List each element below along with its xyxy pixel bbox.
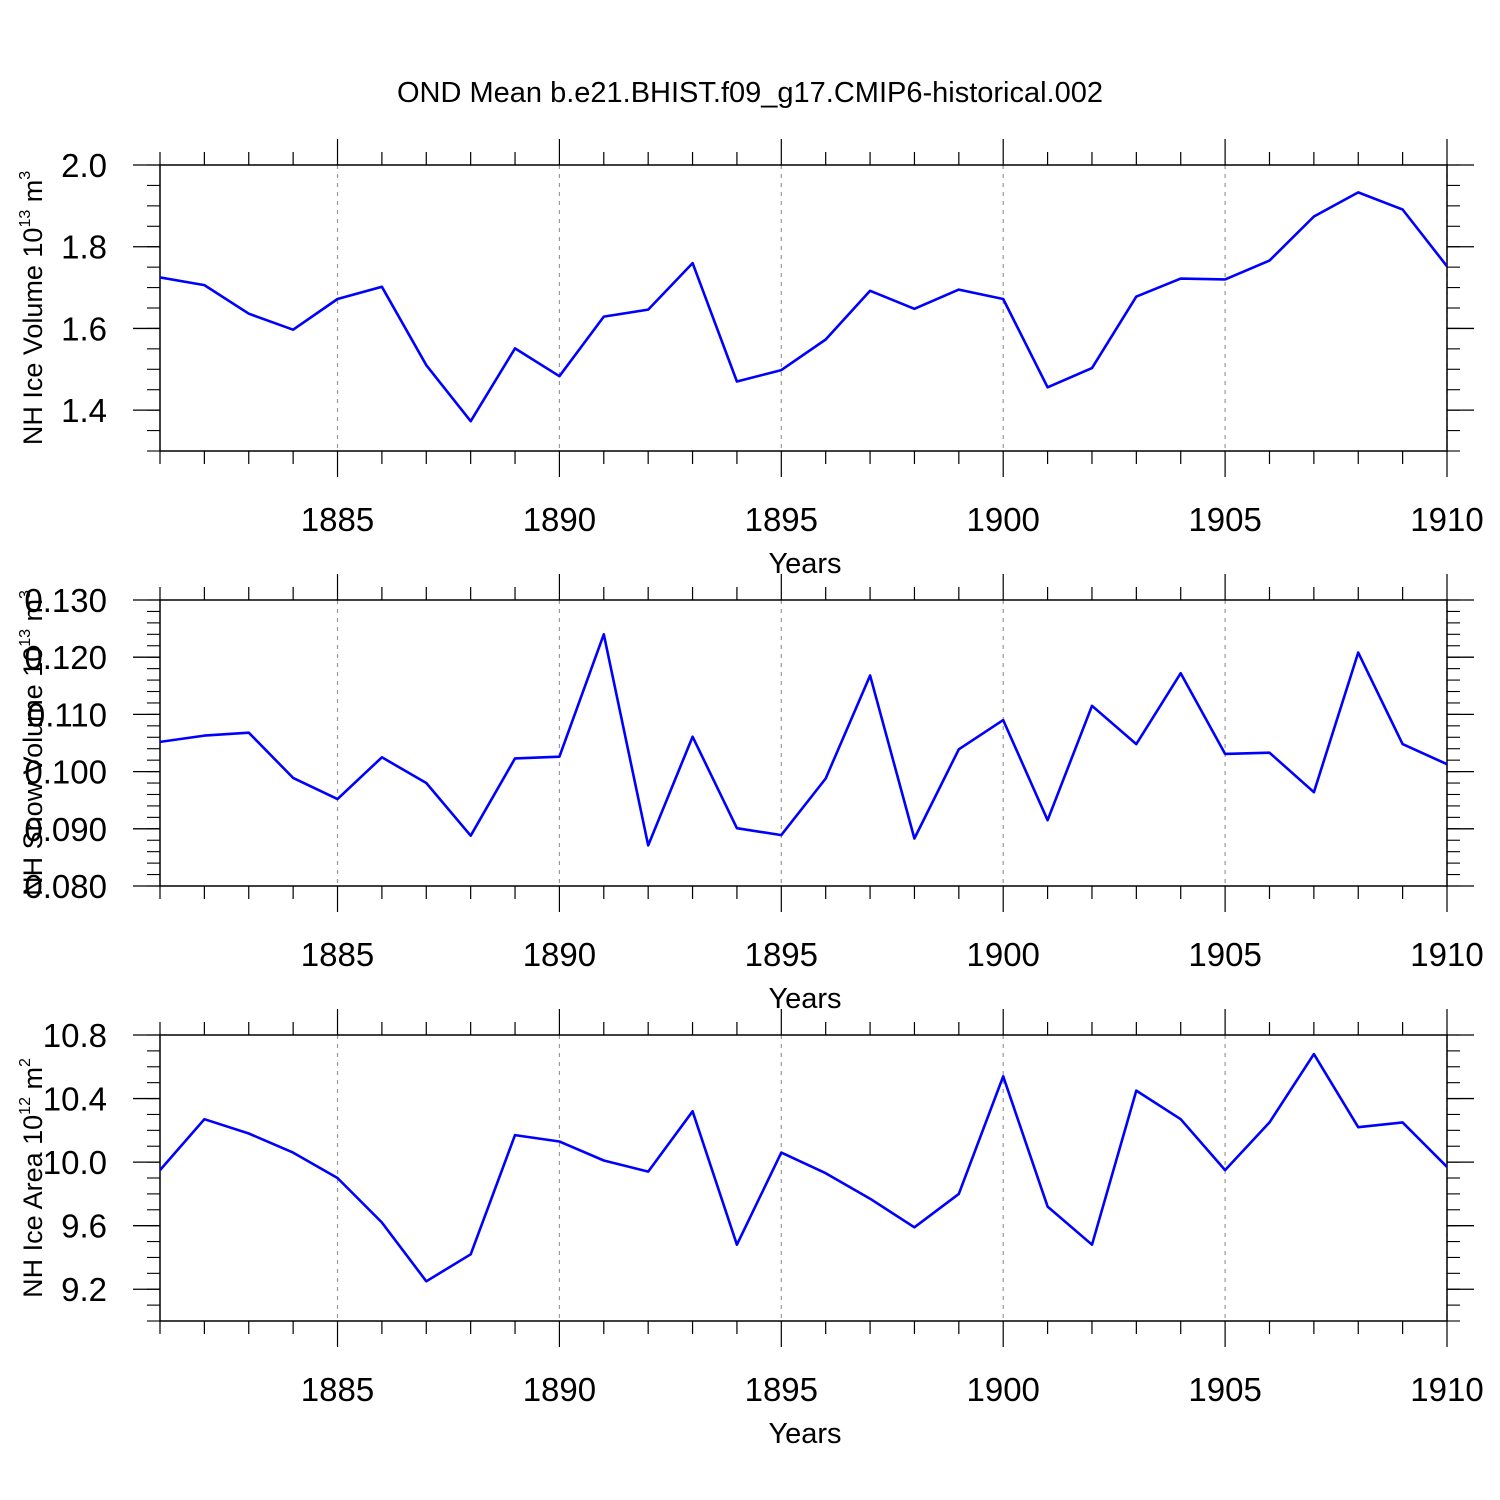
x-tick-label: 1895 <box>745 501 818 538</box>
y-axis-label-text: NH Ice Volume 10 <box>18 228 48 446</box>
panels: 1885 1890 1895 1900 1905 1910 1.4 1.6 1.8 2.0 Year… <box>17 139 1484 1450</box>
y-tick-label: 0.100 <box>24 754 107 791</box>
x-tick-label: 1905 <box>1188 501 1261 538</box>
y-tick-label: 0.090 <box>24 811 107 848</box>
x-tick-label: 1900 <box>966 501 1039 538</box>
y-tick-label: 2.0 <box>61 147 107 184</box>
x-tick-label: 1890 <box>523 1371 596 1408</box>
x-tick-label: 1910 <box>1410 1371 1483 1408</box>
x-tick-label: 1890 <box>523 936 596 973</box>
y-axis-label-superscript: 12 <box>17 1097 34 1115</box>
x-tick-label: 1890 <box>523 501 596 538</box>
series-line <box>160 191 1447 423</box>
y-axis-label: NH Ice Area 1012 m2 <box>17 1058 48 1298</box>
y-axis-label-superscript: 2 <box>17 1058 34 1067</box>
y-tick-label: 0.130 <box>24 582 107 619</box>
y-axis-label-superscript: 13 <box>17 210 34 228</box>
y-axis-label-text: m <box>18 180 48 210</box>
x-axis-label: Years <box>768 983 841 1015</box>
series-line <box>160 1052 1447 1283</box>
series-line <box>160 632 1447 847</box>
panel-1: 1885 1890 1895 1900 1905 1910 1.4 1.6 1.8 2.0 Year… <box>17 139 1484 580</box>
x-tick-label: 1905 <box>1188 936 1261 973</box>
panel-2: 1885 1890 1895 1900 1905 1910 0.080 0.090 0.100 0… <box>17 574 1484 1015</box>
panel-3: 1885 1890 1895 1900 1905 1910 9.2 9.6 10.0 10.4 10… <box>17 1009 1484 1450</box>
x-tick-label: 1895 <box>745 1371 818 1408</box>
x-tick-label: 1905 <box>1188 1371 1261 1408</box>
x-tick-label: 1885 <box>301 936 374 973</box>
y-axis-label: NH Ice Volume 1013 m3 <box>17 171 48 445</box>
x-axis-label: Years <box>768 548 841 580</box>
plot-frame <box>159 599 1448 887</box>
x-tick-label: 1910 <box>1410 501 1483 538</box>
figure-title: OND Mean b.e21.BHIST.f09_g17.CMIP6-histo… <box>397 77 1103 109</box>
y-tick-label: 1.6 <box>61 310 107 347</box>
y-tick-label: 9.2 <box>61 1271 107 1308</box>
y-tick-label: 1.8 <box>61 229 107 266</box>
y-tick-label: 0.110 <box>27 696 107 733</box>
y-tick-label: 9.6 <box>61 1208 107 1245</box>
y-tick-label: 0.120 <box>24 639 107 676</box>
y-axis-label: NH Snow Volume 1013 m3 <box>17 590 48 896</box>
x-tick-label: 1895 <box>745 936 818 973</box>
y-axis-label-superscript: 3 <box>17 590 34 599</box>
y-axis-label-text: m <box>18 599 48 629</box>
x-tick-label: 1910 <box>1410 936 1483 973</box>
y-axis-label-superscript: 13 <box>17 629 34 647</box>
x-tick-label: 1885 <box>301 1371 374 1408</box>
y-tick-label: 10.4 <box>43 1081 107 1118</box>
y-axis-label-text: NH Snow Volume 10 <box>18 647 48 896</box>
y-tick-label: 1.4 <box>61 392 107 429</box>
y-axis-label-text: m <box>18 1067 48 1097</box>
x-axis-label: Years <box>768 1418 841 1450</box>
y-axis-label-superscript: 3 <box>17 171 34 180</box>
y-tick-label: 0.080 <box>24 868 107 905</box>
y-tick-label: 10.0 <box>43 1144 107 1181</box>
y-axis-label-text: NH Ice Area 10 <box>18 1115 48 1298</box>
x-tick-label: 1900 <box>966 936 1039 973</box>
x-tick-label: 1900 <box>966 1371 1039 1408</box>
y-tick-label: 10.8 <box>43 1017 107 1054</box>
x-tick-label: 1885 <box>301 501 374 538</box>
